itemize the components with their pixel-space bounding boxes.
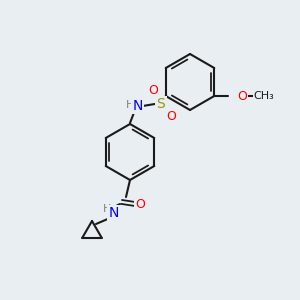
Text: O: O — [148, 83, 158, 97]
Text: O: O — [237, 89, 247, 103]
Text: H: H — [126, 100, 134, 110]
Text: O: O — [166, 110, 176, 122]
Text: CH₃: CH₃ — [254, 91, 274, 101]
Text: N: N — [109, 206, 119, 220]
Text: N: N — [133, 99, 143, 113]
Text: S: S — [156, 97, 165, 111]
Text: H: H — [103, 204, 111, 214]
Text: O: O — [135, 197, 145, 211]
